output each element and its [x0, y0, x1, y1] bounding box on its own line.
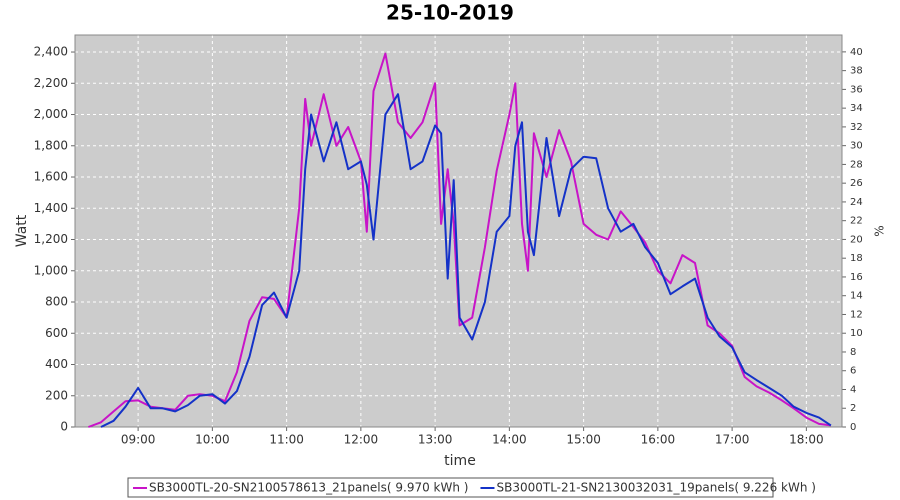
y-tick-label: 1,200 [34, 232, 68, 246]
x-tick-label: 14:00 [492, 433, 527, 447]
y2-tick-label: 38 [850, 66, 863, 77]
x-tick-label: 16:00 [641, 433, 676, 447]
y-tick-label: 1,400 [34, 201, 68, 215]
y2-tick-label: 34 [850, 103, 863, 114]
y-tick-label: 0 [60, 420, 68, 434]
y-tick-label: 800 [45, 295, 68, 309]
y2-tick-label: 16 [850, 272, 863, 283]
y2-tick-label: 10 [850, 328, 863, 339]
x-tick-label: 13:00 [418, 433, 453, 447]
x-tick-label: 17:00 [715, 433, 750, 447]
y2-tick-label: 18 [850, 253, 863, 264]
chart-title: 25-10-2019 [386, 1, 514, 25]
y2-tick-label: 30 [850, 141, 863, 152]
legend-label: SB3000TL-21-SN2130032031_19panels( 9.226… [496, 481, 815, 495]
y2-tick-label: 2 [850, 403, 856, 414]
y-tick-label: 600 [45, 326, 68, 340]
y2-tick-label: 36 [850, 84, 863, 95]
legend [127, 477, 774, 498]
x-tick-label: 11:00 [269, 433, 304, 447]
y2-tick-label: 22 [850, 216, 863, 227]
y2-tick-label: 20 [850, 234, 863, 245]
y2-tick-label: 26 [850, 178, 863, 189]
series-line [100, 93, 832, 428]
y2-tick-label: 28 [850, 159, 863, 170]
y-tick-label: 400 [45, 357, 68, 371]
legend-label: SB3000TL-20-SN2100578613_21panels( 9.970… [149, 481, 468, 495]
x-tick-label: 15:00 [566, 433, 601, 447]
y2-tick-label: 6 [850, 366, 856, 377]
plot-area [75, 35, 842, 427]
y-tick-label: 1,000 [34, 263, 68, 277]
x-tick-label: 18:00 [789, 433, 824, 447]
x-tick-label: 12:00 [344, 433, 379, 447]
y2-tick-label: 40 [850, 47, 863, 58]
y-axis-label: Watt [14, 214, 30, 247]
y2-tick-label: 12 [850, 309, 863, 320]
y-tick-label: 200 [45, 388, 68, 402]
y2-tick-label: 4 [850, 384, 856, 395]
y2-axis-label: % [873, 225, 887, 236]
y-tick-label: 2,400 [34, 45, 68, 59]
y2-tick-label: 0 [850, 422, 856, 433]
y-tick-label: 2,000 [34, 107, 68, 121]
y2-tick-label: 14 [850, 291, 863, 302]
plot-border [74, 34, 843, 428]
y2-tick-label: 32 [850, 122, 863, 133]
y-tick-label: 1,600 [34, 170, 68, 184]
x-tick-label: 09:00 [121, 433, 156, 447]
y2-tick-label: 24 [850, 197, 863, 208]
y-tick-label: 1,800 [34, 138, 68, 152]
series-line [88, 52, 832, 428]
x-tick-label: 10:00 [195, 433, 230, 447]
x-axis-label: time [444, 453, 476, 469]
y2-tick-label: 8 [850, 347, 856, 358]
y-tick-label: 2,200 [34, 76, 68, 90]
